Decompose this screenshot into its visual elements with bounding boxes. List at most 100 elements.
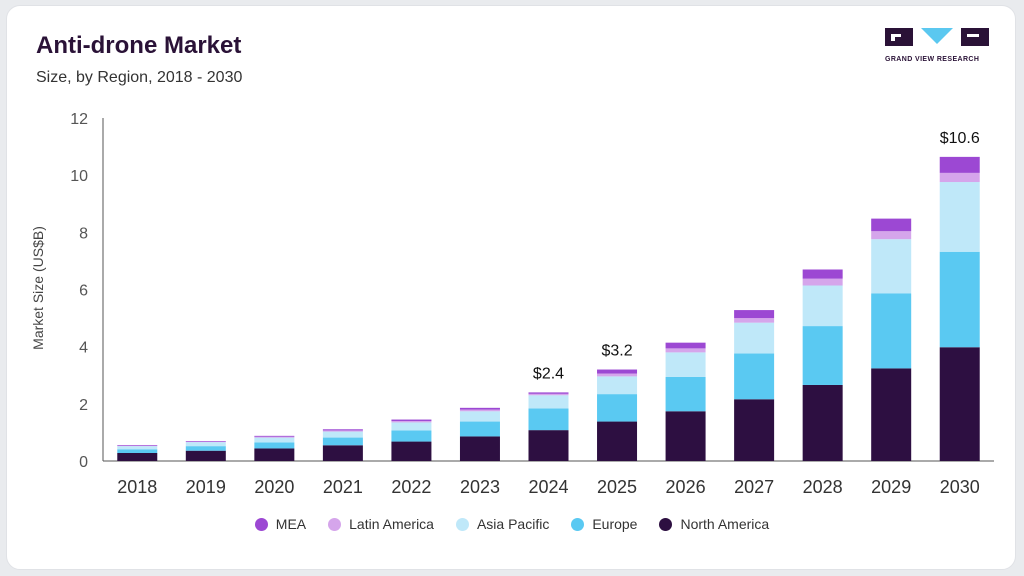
legend-label: Latin America	[349, 516, 434, 532]
x-tick-label: 2028	[803, 477, 843, 497]
bar-mea-2028	[802, 269, 843, 279]
bar-europe-2029	[871, 293, 912, 369]
legend-swatch-icon	[571, 517, 585, 531]
bar-europe-2026	[665, 376, 706, 412]
logo-text: GRAND VIEW RESEARCH	[885, 56, 980, 63]
legend-item: North America	[659, 516, 769, 532]
bar-mea-2029	[871, 218, 912, 232]
bar-north-america-2026	[665, 411, 706, 461]
y-tick-label: 6	[79, 283, 88, 300]
bar-north-america-2021	[322, 445, 363, 461]
bar-asia-pacific-2022	[391, 422, 432, 431]
x-tick-label: 2029	[871, 477, 911, 497]
bar-europe-2028	[802, 326, 843, 385]
bar-latin-america-2027	[734, 318, 775, 323]
bar-asia-pacific-2023	[459, 411, 500, 422]
bar-asia-pacific-2021	[322, 431, 363, 438]
bar-mea-2026	[665, 342, 706, 349]
legend-item: Latin America	[328, 516, 434, 532]
bar-latin-america-2030	[939, 172, 980, 183]
bar-asia-pacific-2020	[254, 437, 295, 443]
y-axis-label: Market Size (US$B)	[30, 226, 46, 350]
legend-swatch-icon	[254, 517, 268, 531]
x-ticks: 2018 2019 2020 2021 2022 2023 2024 2025 2026 2027…	[117, 477, 980, 497]
bar-europe-2023	[459, 421, 500, 437]
bar-north-america-2030	[939, 347, 980, 461]
bar-asia-pacific-2026	[665, 352, 706, 377]
x-tick-label: 2022	[391, 477, 431, 497]
bar-latin-america-2028	[802, 278, 843, 286]
bar-north-america-2029	[871, 368, 912, 461]
bar-mea-2018	[117, 444, 158, 446]
bar-europe-2030	[939, 251, 980, 348]
bar-mea-2019	[185, 440, 226, 442]
bar-europe-2022	[391, 430, 432, 442]
y-tick-label: 0	[79, 454, 88, 471]
legend-label: Asia Pacific	[476, 516, 550, 532]
bar-asia-pacific-2027	[734, 322, 775, 354]
data-label: $10.6	[940, 130, 980, 147]
bar-mea-2025	[597, 369, 638, 374]
bar-mea-2021	[322, 429, 363, 431]
bar-latin-america-2021	[322, 430, 363, 432]
bar-mea-2023	[459, 407, 500, 410]
legend-label: North America	[680, 516, 770, 532]
legend-item: Europe	[571, 516, 637, 532]
bar-latin-america-2023	[459, 409, 500, 412]
x-tick-label: 2026	[666, 477, 706, 497]
x-tick-label: 2020	[254, 477, 294, 497]
bar-latin-america-2022	[391, 420, 432, 423]
bar-europe-2027	[734, 353, 775, 400]
legend-item: Asia Pacific	[455, 516, 550, 532]
bar-north-america-2018	[117, 452, 158, 461]
chart-title: Anti-drone Market	[36, 32, 242, 59]
bar-latin-america-2019	[185, 441, 226, 443]
bar-asia-pacific-2024	[528, 395, 569, 409]
legend-label: MEA	[275, 516, 307, 532]
bar-asia-pacific-2030	[939, 182, 980, 252]
bar-asia-pacific-2019	[185, 442, 226, 447]
legend-swatch-icon	[659, 517, 673, 531]
x-tick-label: 2030	[940, 477, 980, 497]
chart-subtitle: Size, by Region, 2018 - 2030	[36, 69, 243, 86]
x-tick-label: 2025	[597, 477, 637, 497]
bar-mea-2030	[939, 156, 980, 173]
logo-mark-icon	[885, 28, 989, 46]
y-tick-label: 2	[79, 397, 88, 414]
bar-north-america-2025	[597, 421, 638, 461]
bar-latin-america-2026	[665, 348, 706, 353]
y-tick-label: 12	[70, 111, 88, 128]
legend: MEA Latin America Asia Pacific Europe North …	[0, 516, 1024, 532]
bar-latin-america-2020	[254, 436, 295, 438]
legend-swatch-icon	[328, 517, 342, 531]
bar-latin-america-2024	[528, 393, 569, 396]
bar-north-america-2019	[185, 450, 226, 461]
bar-north-america-2023	[459, 436, 500, 461]
bar-mea-2020	[254, 435, 295, 437]
bar-latin-america-2025	[597, 373, 638, 377]
bar-latin-america-2029	[871, 231, 912, 240]
y-tick-label: 8	[79, 225, 88, 242]
grand-view-research-logo: GRAND VIEW RESEARCH	[885, 28, 989, 68]
bar-mea-2027	[734, 310, 775, 319]
y-tick-label: 10	[70, 168, 88, 185]
x-tick-label: 2018	[117, 477, 157, 497]
bar-north-america-2028	[802, 384, 843, 461]
bar-north-america-2024	[528, 430, 569, 461]
legend-swatch-icon	[455, 517, 469, 531]
legend-item: MEA	[254, 516, 307, 532]
chart-card: Anti-drone Market Size, by Region, 2018 …	[6, 5, 1016, 570]
data-label: $3.2	[601, 343, 632, 360]
bar-asia-pacific-2025	[597, 376, 638, 395]
legend-label: Europe	[592, 516, 638, 532]
bar-europe-2019	[185, 446, 226, 451]
bars	[117, 156, 980, 461]
bar-europe-2021	[322, 437, 363, 446]
bar-mea-2024	[528, 392, 569, 394]
bar-europe-2025	[597, 394, 638, 422]
bar-latin-america-2018	[117, 445, 158, 447]
x-tick-label: 2027	[734, 477, 774, 497]
bar-north-america-2022	[391, 441, 432, 461]
bar-europe-2024	[528, 408, 569, 431]
